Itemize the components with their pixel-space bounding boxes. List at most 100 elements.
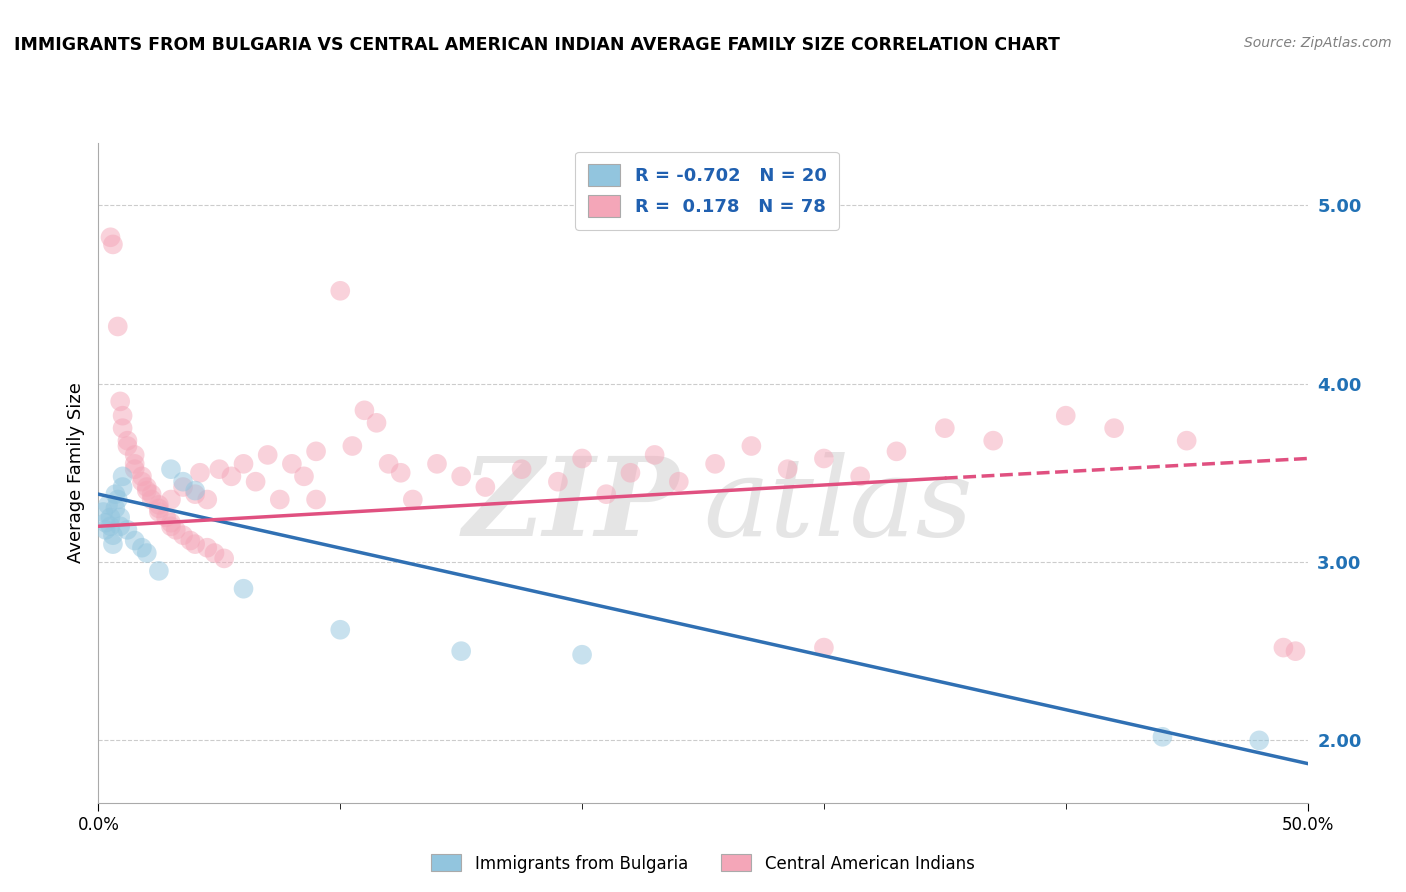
Point — [329, 284, 352, 298]
Point — [165, 523, 187, 537]
Point — [179, 533, 201, 548]
Point — [91, 505, 114, 519]
Point — [269, 492, 291, 507]
Text: atlas: atlas — [703, 452, 973, 559]
Y-axis label: Average Family Size: Average Family Size — [66, 383, 84, 563]
Point — [111, 421, 134, 435]
Point — [160, 492, 183, 507]
Point — [100, 510, 122, 524]
Point — [117, 523, 139, 537]
Point — [184, 487, 207, 501]
Point — [107, 492, 129, 507]
Point — [101, 528, 124, 542]
Point — [111, 469, 134, 483]
Point — [160, 519, 183, 533]
Point — [402, 492, 425, 507]
Point — [195, 492, 218, 507]
Point — [135, 483, 157, 498]
Point — [212, 551, 235, 566]
Point — [97, 498, 120, 512]
Text: ZIP: ZIP — [463, 452, 679, 559]
Point — [100, 230, 122, 244]
Point — [135, 480, 157, 494]
Point — [107, 319, 129, 334]
Point — [849, 469, 872, 483]
Point — [232, 582, 254, 596]
Point — [94, 523, 117, 537]
Point — [160, 462, 183, 476]
Point — [1054, 409, 1077, 423]
Point — [155, 510, 177, 524]
Point — [124, 533, 146, 548]
Point — [547, 475, 569, 489]
Point — [124, 462, 146, 476]
Point — [342, 439, 364, 453]
Point — [281, 457, 304, 471]
Point — [256, 448, 278, 462]
Point — [1272, 640, 1295, 655]
Point — [245, 475, 267, 489]
Point — [813, 451, 835, 466]
Point — [740, 439, 762, 453]
Point — [131, 541, 153, 555]
Point — [704, 457, 727, 471]
Point — [108, 519, 131, 533]
Point — [776, 462, 799, 476]
Point — [108, 510, 131, 524]
Point — [1152, 730, 1174, 744]
Point — [305, 444, 328, 458]
Point — [104, 487, 127, 501]
Point — [886, 444, 908, 458]
Point — [195, 541, 218, 555]
Point — [619, 466, 641, 480]
Point — [305, 492, 328, 507]
Point — [141, 492, 163, 507]
Point — [184, 537, 207, 551]
Point — [221, 469, 243, 483]
Legend: Immigrants from Bulgaria, Central American Indians: Immigrants from Bulgaria, Central Americ… — [425, 847, 981, 880]
Text: Source: ZipAtlas.com: Source: ZipAtlas.com — [1244, 36, 1392, 50]
Point — [366, 416, 388, 430]
Point — [111, 480, 134, 494]
Point — [981, 434, 1004, 448]
Point — [94, 516, 117, 530]
Point — [172, 475, 194, 489]
Point — [426, 457, 449, 471]
Point — [100, 519, 122, 533]
Point — [450, 644, 472, 658]
Point — [101, 537, 124, 551]
Point — [108, 394, 131, 409]
Point — [571, 648, 593, 662]
Point — [104, 501, 127, 516]
Point — [184, 483, 207, 498]
Point — [1249, 733, 1271, 747]
Point — [160, 516, 183, 530]
Point — [450, 469, 472, 483]
Point — [148, 564, 170, 578]
Point — [668, 475, 690, 489]
Point — [101, 237, 124, 252]
Point — [571, 451, 593, 466]
Point — [1284, 644, 1306, 658]
Point — [510, 462, 533, 476]
Point — [148, 498, 170, 512]
Point — [124, 457, 146, 471]
Point — [148, 501, 170, 516]
Point — [232, 457, 254, 471]
Point — [329, 623, 352, 637]
Point — [141, 487, 163, 501]
Point — [172, 528, 194, 542]
Point — [1175, 434, 1198, 448]
Point — [934, 421, 956, 435]
Point — [813, 640, 835, 655]
Point — [117, 439, 139, 453]
Point — [117, 434, 139, 448]
Point — [353, 403, 375, 417]
Point — [474, 480, 496, 494]
Point — [172, 480, 194, 494]
Point — [377, 457, 399, 471]
Point — [1102, 421, 1125, 435]
Point — [595, 487, 617, 501]
Point — [148, 505, 170, 519]
Point — [204, 546, 226, 560]
